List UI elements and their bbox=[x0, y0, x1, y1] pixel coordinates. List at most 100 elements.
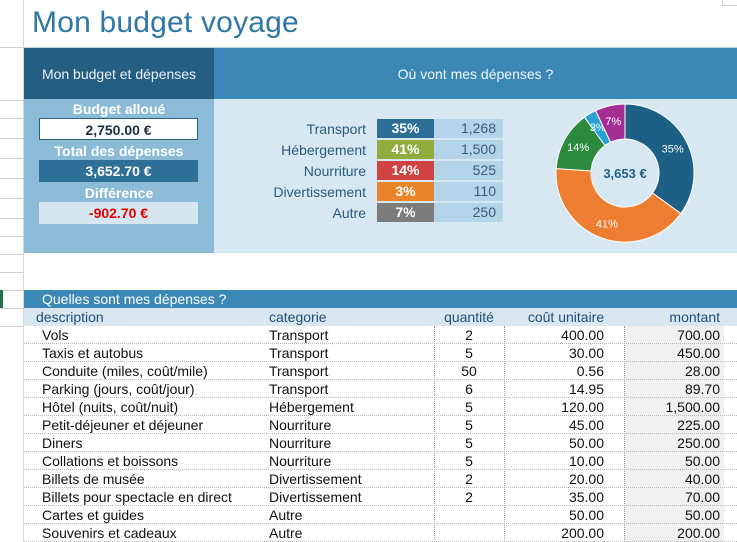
cell-categorie[interactable]: Transport bbox=[269, 345, 329, 361]
cell-montant[interactable]: 200.00 bbox=[677, 525, 720, 541]
cell-cout-unitaire[interactable]: 400.00 bbox=[561, 327, 604, 343]
cell-categorie[interactable]: Hébergement bbox=[269, 399, 354, 415]
cell-montant[interactable]: 250.00 bbox=[677, 435, 720, 451]
table-row[interactable]: Vols Transport 2 400.00 700.00 bbox=[24, 326, 737, 344]
col-header-categorie[interactable]: categorie bbox=[269, 309, 327, 325]
col-header-quantite[interactable]: quantité bbox=[444, 309, 494, 325]
row-divider bbox=[0, 326, 24, 327]
cell-description[interactable]: Cartes et guides bbox=[42, 507, 144, 523]
cell-montant[interactable]: 89.70 bbox=[684, 381, 720, 397]
cell-quantite[interactable]: 2 bbox=[465, 471, 473, 487]
column-divider bbox=[624, 326, 625, 542]
table-row[interactable]: Cartes et guides Autre 50.00 50.00 bbox=[24, 506, 737, 524]
table-row[interactable]: Hôtel (nuits, coût/nuit) Hébergement 5 120.… bbox=[24, 398, 737, 416]
cell-cout-unitaire[interactable]: 50.00 bbox=[568, 507, 604, 523]
cell-cout-unitaire[interactable]: 45.00 bbox=[568, 417, 604, 433]
selected-row-marker bbox=[0, 290, 3, 308]
cell-montant[interactable]: 1,500.00 bbox=[665, 399, 721, 415]
expense-donut-chart[interactable]: 35%41%14%3%7%3,653 € bbox=[554, 102, 696, 244]
cell-quantite[interactable]: 5 bbox=[465, 417, 473, 433]
table-row[interactable]: Billets de musée Divertissement 2 20.00 40.0… bbox=[24, 470, 737, 488]
cell-description[interactable]: Conduite (miles, coût/mile) bbox=[42, 363, 208, 379]
cell-description[interactable]: Collations et boissons bbox=[42, 453, 179, 469]
cell-categorie[interactable]: Nourriture bbox=[269, 435, 332, 451]
col-header-montant[interactable]: montant bbox=[669, 309, 720, 325]
row-divider bbox=[0, 178, 24, 179]
cell-categorie[interactable]: Divertissement bbox=[269, 471, 362, 487]
cell-description[interactable]: Billets pour spectacle en direct bbox=[42, 489, 232, 505]
col-header-description[interactable]: description bbox=[36, 309, 104, 325]
cell-description[interactable]: Souvenirs et cadeaux bbox=[42, 525, 177, 541]
cell-cout-unitaire[interactable]: 10.00 bbox=[568, 453, 604, 469]
cell-cout-unitaire[interactable]: 35.00 bbox=[568, 489, 604, 505]
cell-description[interactable]: Parking (jours, coût/jour) bbox=[42, 381, 195, 397]
cell-quantite[interactable]: 5 bbox=[465, 435, 473, 451]
donut-slice[interactable] bbox=[555, 168, 682, 243]
budget-value-cell[interactable]: 2,750.00 € bbox=[39, 118, 198, 140]
category-name-hebergement: Hébergement bbox=[281, 142, 366, 158]
cell-montant[interactable]: 70.00 bbox=[684, 489, 720, 505]
cell-categorie[interactable]: Autre bbox=[269, 507, 303, 523]
row-divider bbox=[0, 100, 24, 101]
category-amount-divertissement[interactable]: 110 bbox=[434, 182, 503, 201]
cell-quantite[interactable]: 2 bbox=[465, 327, 473, 343]
cell-quantite[interactable]: 5 bbox=[465, 453, 473, 469]
category-amount-autre[interactable]: 250 bbox=[434, 203, 503, 222]
cell-quantite[interactable]: 6 bbox=[465, 381, 473, 397]
cell-cout-unitaire[interactable]: 120.00 bbox=[561, 399, 604, 415]
category-name-transport: Transport bbox=[306, 121, 366, 137]
cell-quantite[interactable]: 5 bbox=[465, 399, 473, 415]
cell-montant[interactable]: 28.00 bbox=[684, 363, 720, 379]
cell-categorie[interactable]: Transport bbox=[269, 381, 329, 397]
row-divider bbox=[0, 254, 24, 255]
cell-categorie[interactable]: Transport bbox=[269, 327, 329, 343]
cell-description[interactable]: Billets de musée bbox=[42, 471, 145, 487]
cell-montant[interactable]: 50.00 bbox=[684, 453, 720, 469]
cell-cout-unitaire[interactable]: 0.56 bbox=[576, 363, 604, 379]
category-name-autre: Autre bbox=[332, 205, 366, 221]
category-amount-nourriture[interactable]: 525 bbox=[434, 161, 503, 180]
category-amount-transport[interactable]: 1,268 bbox=[434, 119, 503, 138]
table-row[interactable]: Collations et boissons Nourriture 5 10.00 50… bbox=[24, 452, 737, 470]
donut-slice[interactable] bbox=[594, 103, 626, 143]
cell-description[interactable]: Vols bbox=[42, 327, 69, 343]
cell-cout-unitaire[interactable]: 14.95 bbox=[568, 381, 604, 397]
category-amount-hebergement[interactable]: 1,500 bbox=[434, 140, 503, 159]
cell-description[interactable]: Hôtel (nuits, coût/nuit) bbox=[42, 399, 179, 415]
cell-cout-unitaire[interactable]: 200.00 bbox=[561, 525, 604, 541]
cell-cout-unitaire[interactable]: 50.00 bbox=[568, 435, 604, 451]
cell-montant[interactable]: 450.00 bbox=[677, 345, 720, 361]
table-row[interactable]: Taxis et autobus Transport 5 30.00 450.00 bbox=[24, 344, 737, 362]
cell-description[interactable]: Taxis et autobus bbox=[42, 345, 144, 361]
table-row[interactable]: Conduite (miles, coût/mile) Transport 50 0.… bbox=[24, 362, 737, 380]
table-row[interactable]: Souvenirs et cadeaux Autre 200.00 200.00 bbox=[24, 524, 737, 542]
donut-slice-label: 41% bbox=[596, 218, 618, 230]
cell-quantite[interactable]: 50 bbox=[461, 363, 477, 379]
difference-value-cell[interactable]: -902.70 € bbox=[39, 202, 198, 224]
cell-montant[interactable]: 40.00 bbox=[684, 471, 720, 487]
cell-categorie[interactable]: Divertissement bbox=[269, 489, 362, 505]
cell-categorie[interactable]: Nourriture bbox=[269, 453, 332, 469]
cell-quantite[interactable]: 2 bbox=[465, 489, 473, 505]
cell-categorie[interactable]: Nourriture bbox=[269, 417, 332, 433]
table-row[interactable]: Billets pour spectacle en direct Divertis… bbox=[24, 488, 737, 506]
cell-quantite[interactable]: 5 bbox=[465, 345, 473, 361]
table-row[interactable]: Parking (jours, coût/jour) Transport 6 14.9… bbox=[24, 380, 737, 398]
cell-description[interactable]: Diners bbox=[42, 435, 83, 451]
cell-cout-unitaire[interactable]: 30.00 bbox=[568, 345, 604, 361]
table-title: Quelles sont mes dépenses ? bbox=[24, 290, 737, 308]
cell-montant[interactable]: 50.00 bbox=[684, 507, 720, 523]
cell-montant[interactable]: 700.00 bbox=[677, 327, 720, 343]
table-row[interactable]: Diners Nourriture 5 50.00 250.00 bbox=[24, 434, 737, 452]
total-value-cell[interactable]: 3,652.70 € bbox=[39, 160, 198, 182]
cell-description[interactable]: Petit-déjeuner et déjeuner bbox=[42, 417, 204, 433]
table-row[interactable]: Petit-déjeuner et déjeuner Nourriture 5 45.… bbox=[24, 416, 737, 434]
cell-categorie[interactable]: Autre bbox=[269, 525, 303, 541]
cell-categorie[interactable]: Transport bbox=[269, 363, 329, 379]
cell-cout-unitaire[interactable]: 20.00 bbox=[568, 471, 604, 487]
col-header-cout-unitaire[interactable]: coût unitaire bbox=[527, 309, 605, 325]
cell-montant[interactable]: 225.00 bbox=[677, 417, 720, 433]
donut-slice[interactable] bbox=[624, 103, 695, 215]
row-header-strip[interactable] bbox=[0, 0, 24, 542]
donut-slice-label: 14% bbox=[567, 142, 589, 154]
